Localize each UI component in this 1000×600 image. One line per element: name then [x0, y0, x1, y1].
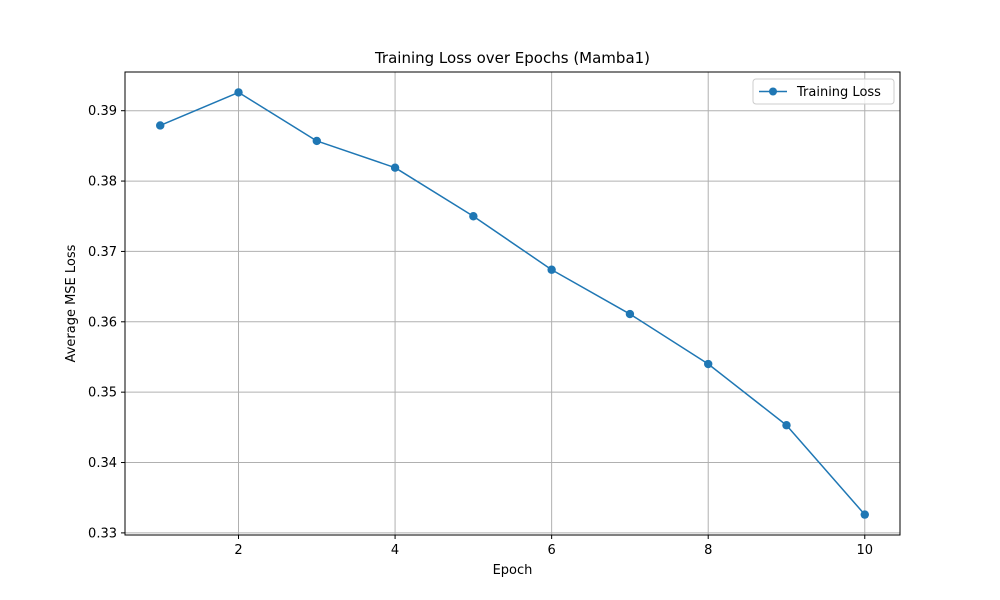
x-tick-label: 6: [548, 543, 556, 558]
grid: [125, 72, 900, 535]
data-point: [312, 136, 321, 146]
data-point: [469, 212, 478, 221]
data-point: [156, 121, 165, 130]
y-tick-label: 0.33: [88, 526, 117, 541]
y-tick-label: 0.37: [88, 245, 117, 260]
plot-frame: [124, 71, 901, 536]
y-tick-label: 0.36: [88, 315, 117, 330]
legend: Training Loss: [752, 78, 895, 105]
data-point: [782, 421, 791, 430]
x-axis-label: Epoch: [493, 563, 533, 578]
y-tick-label: 0.38: [88, 175, 117, 190]
data-point: [625, 309, 635, 319]
y-axis-label: Average MSE Loss: [64, 244, 79, 362]
x-tick-label: 8: [704, 543, 712, 558]
data-point: [234, 88, 243, 97]
legend-marker: [769, 87, 777, 96]
x-tick-label: 2: [234, 543, 242, 558]
data-point: [390, 163, 400, 172]
y-tick-label: 0.35: [88, 386, 117, 401]
series-layer: [156, 88, 869, 519]
y-tick-label: 0.39: [88, 104, 117, 119]
data-point: [547, 265, 556, 274]
legend-entry-training-loss: Training Loss: [796, 85, 881, 100]
ticks: 2 4 6 8 10 0.33 0.34 0.35 0.36 0.37 0.38 0.39: [88, 104, 873, 558]
y-tick-label: 0.34: [88, 456, 117, 471]
chart-title: Training Loss over Epochs (Mamba1): [374, 49, 650, 67]
x-tick-label: 4: [391, 543, 399, 558]
x-tick-label: 10: [856, 543, 873, 558]
series-line-training-loss: [159, 91, 866, 516]
data-point: [704, 359, 713, 369]
legend-box: [752, 78, 895, 105]
data-point: [860, 510, 869, 519]
